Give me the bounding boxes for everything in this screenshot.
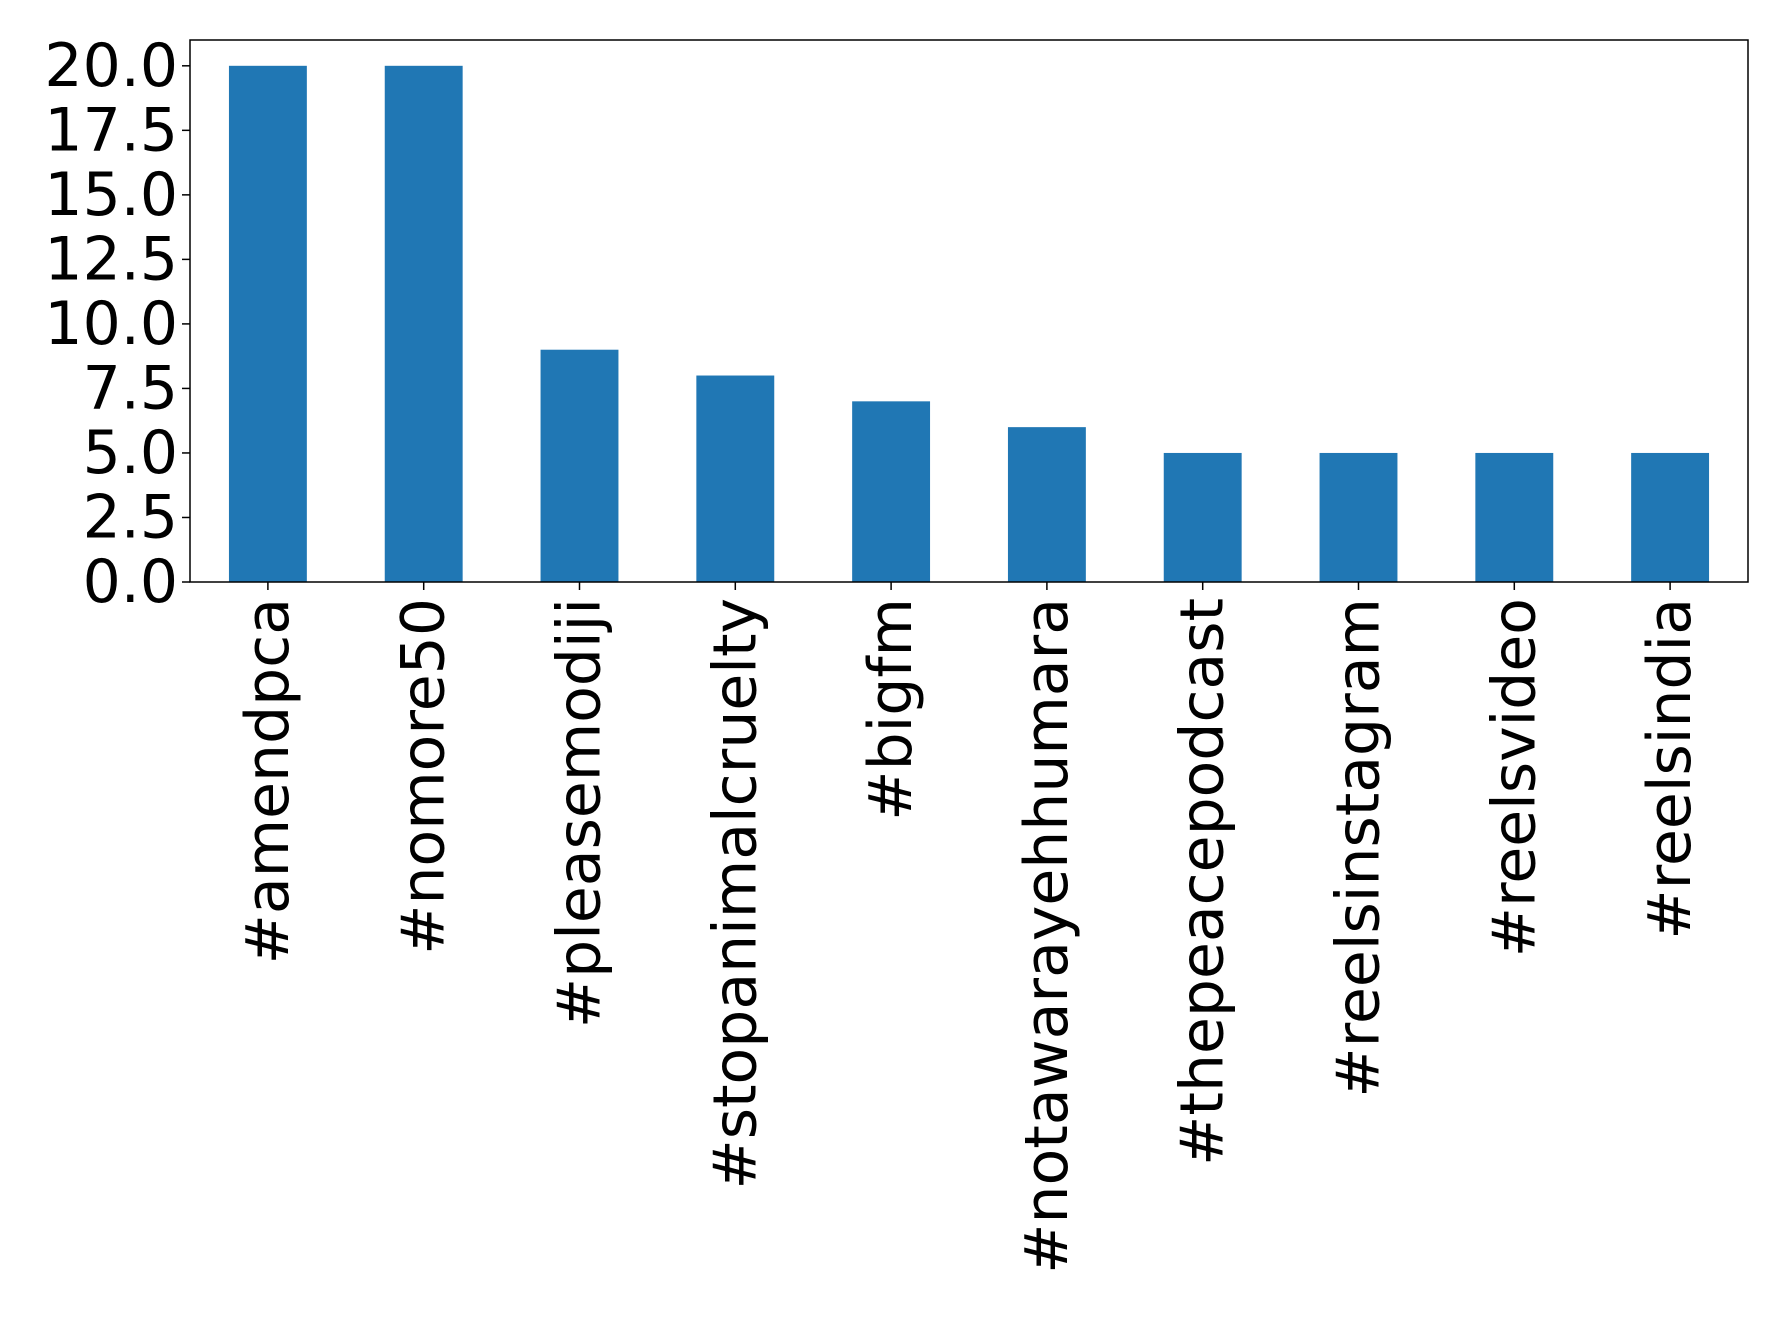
x-axis-ticks: #amendpca #nomore50 #pleasemodiji #stopanim… xyxy=(233,582,1705,1274)
y-tick-label: 10.0 xyxy=(44,289,178,359)
x-tick-label: #pleasemodiji xyxy=(545,598,615,1028)
bar xyxy=(1475,452,1554,582)
y-tick-label: 7.5 xyxy=(83,353,178,423)
bar xyxy=(540,349,619,582)
x-tick-label: #reelsvideo xyxy=(1479,598,1549,957)
plot-frame xyxy=(189,39,1749,583)
y-axis-ticks: 0.02.55.07.510.012.515.017.520.0 xyxy=(44,31,190,617)
y-tick-label: 5.0 xyxy=(83,418,178,488)
y-tick-label: 12.5 xyxy=(44,224,178,294)
bar xyxy=(1163,452,1242,582)
bar xyxy=(384,65,463,583)
bars-group xyxy=(228,65,1710,583)
bar xyxy=(228,65,307,583)
bar xyxy=(1319,452,1398,582)
x-tick-label: #notawarayehhumara xyxy=(1012,598,1082,1274)
x-tick-label: #stopanimalcruelty xyxy=(700,598,770,1190)
x-tick-label: #reelsinstagram xyxy=(1324,598,1394,1098)
x-tick-label: #reelsindia xyxy=(1635,598,1705,940)
bar xyxy=(1007,427,1086,582)
x-tick-label: #amendpca xyxy=(233,598,303,964)
x-tick-label: #bigfm xyxy=(856,598,926,821)
y-tick-label: 20.0 xyxy=(44,31,178,101)
bar xyxy=(1631,452,1710,582)
x-tick-label: #nomore50 xyxy=(389,598,459,955)
y-tick-label: 0.0 xyxy=(83,547,178,617)
bar xyxy=(696,375,775,582)
y-tick-label: 15.0 xyxy=(44,160,178,230)
y-tick-label: 17.5 xyxy=(44,95,178,165)
x-tick-label: #thepeacepodcast xyxy=(1168,598,1238,1166)
bar xyxy=(852,401,931,582)
y-tick-label: 2.5 xyxy=(83,482,178,552)
